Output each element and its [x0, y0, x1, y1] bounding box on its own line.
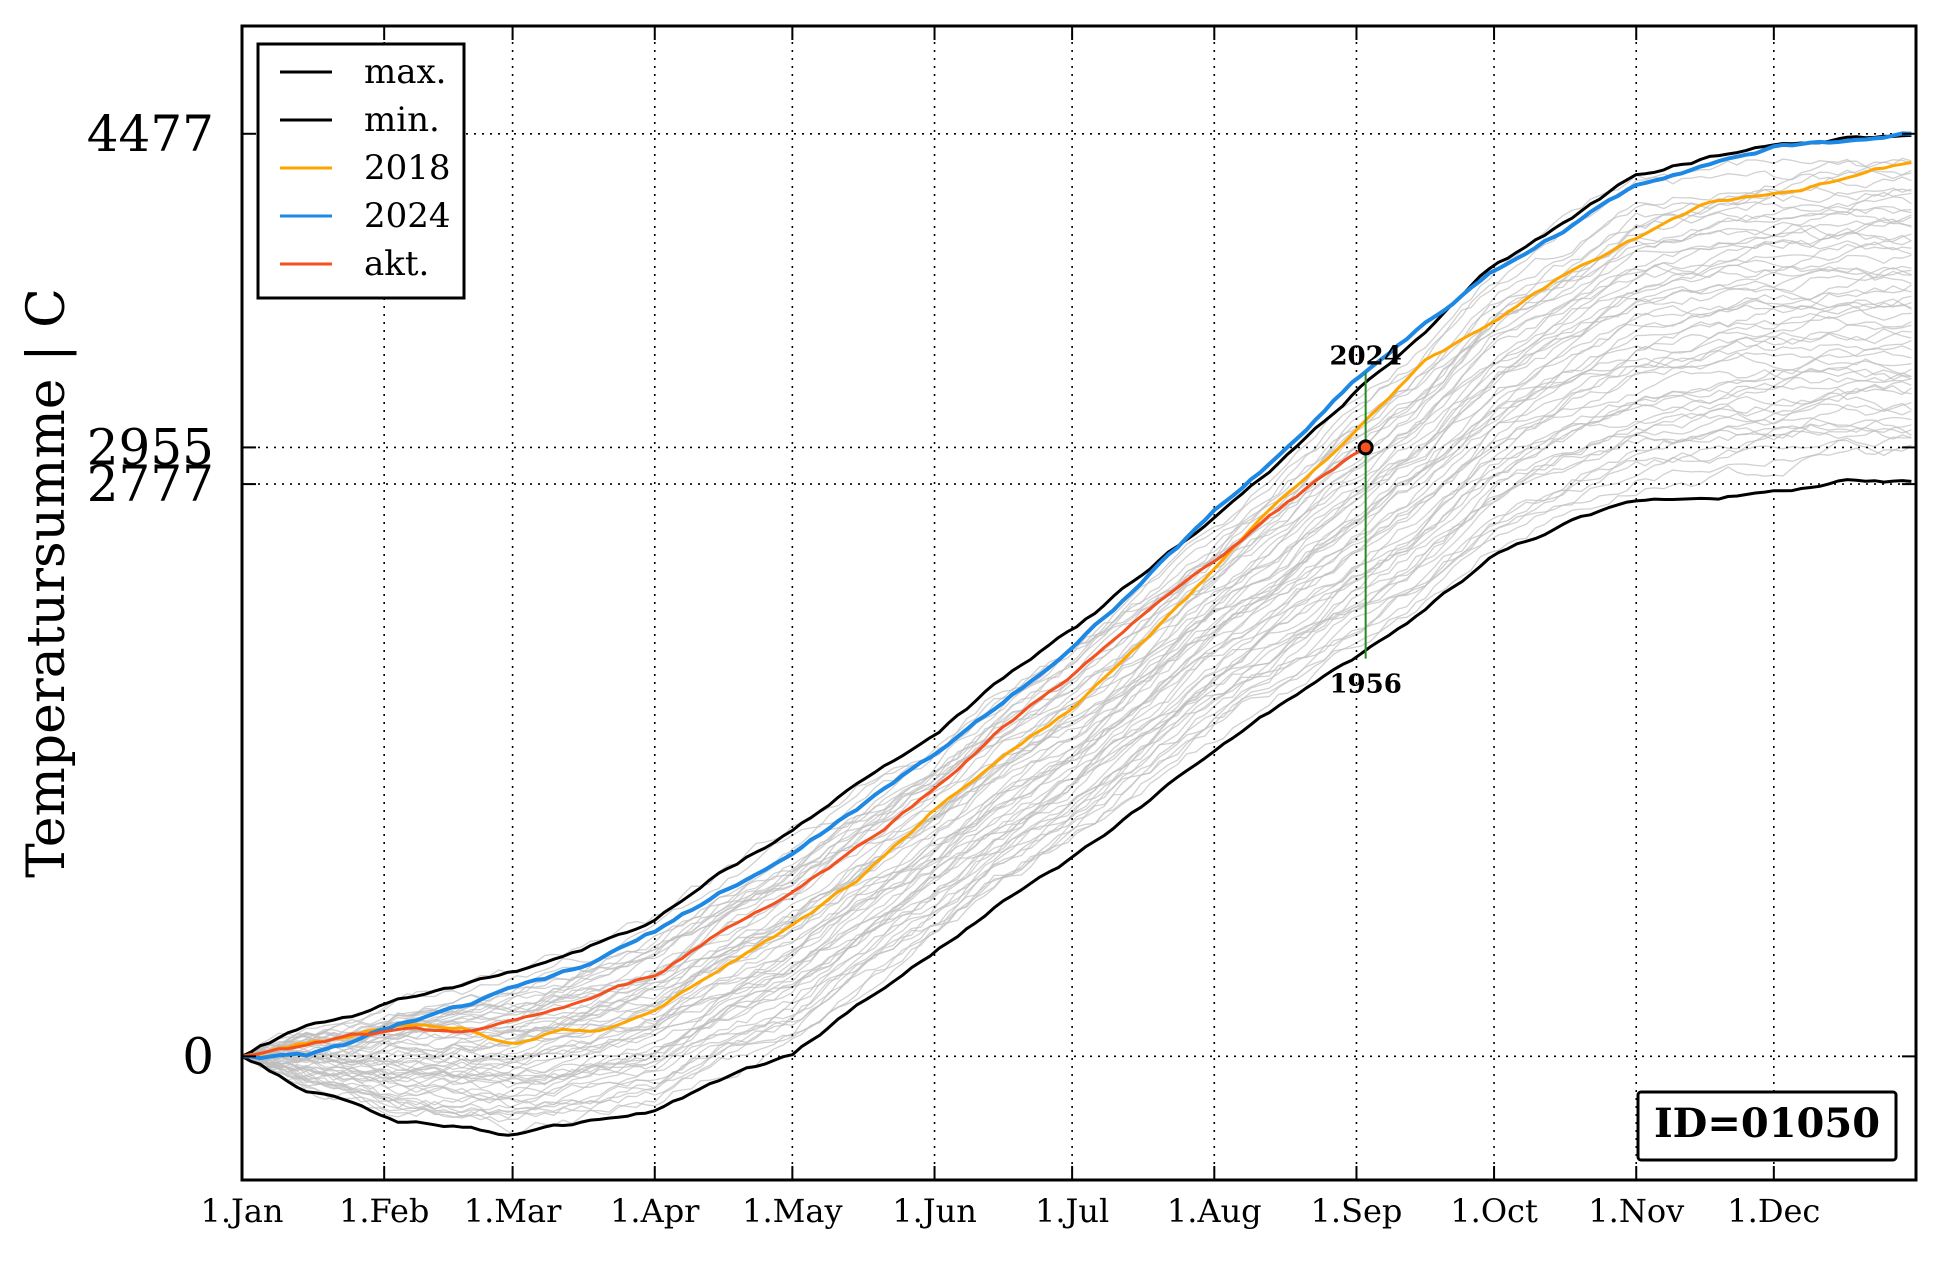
- history-year-line: [241, 285, 1912, 1072]
- id-label: ID=01050: [1654, 1100, 1880, 1147]
- history-year-line: [241, 324, 1912, 1064]
- legend-label-min: min.: [364, 100, 440, 140]
- history-year-line: [241, 298, 1912, 1070]
- history-year-line: [241, 265, 1912, 1065]
- y-tick-label: 2777: [87, 455, 214, 513]
- history-year-line: [242, 267, 1912, 1071]
- series-line-2018: [241, 160, 1912, 1058]
- history-year-line: [241, 436, 1912, 1111]
- series-line-max: [241, 133, 1912, 1058]
- history-year-line: [241, 241, 1912, 1061]
- legend-label-max: max.: [364, 52, 447, 92]
- history-year-line: [241, 392, 1912, 1118]
- history-year-line: [241, 187, 1912, 1058]
- history-year-line: [241, 330, 1912, 1070]
- x-tick-label: 1.Aug: [1167, 1192, 1262, 1230]
- x-tick-label: 1.May: [742, 1192, 842, 1230]
- y-tick-label: 2955: [87, 418, 214, 476]
- history-year-line: [241, 160, 1912, 1058]
- history-year-line: [241, 387, 1912, 1083]
- history-lines: [241, 157, 1912, 1136]
- x-tick-labels: 1.Jan 1.Feb 1.Mar 1.Apr 1.May 1.Jun 1.Jul 1.Aug…: [200, 1192, 1820, 1230]
- legend-box: [256, 42, 466, 300]
- legend-label-2018: 2018: [364, 148, 451, 188]
- series-line-2024: [242, 131, 1912, 1061]
- history-year-line: [241, 351, 1912, 1103]
- history-year-line: [241, 284, 1912, 1062]
- plot-frame: [240, 24, 1918, 1182]
- annotation-lower-year: 1956: [1329, 670, 1401, 700]
- x-tick-marks: [241, 26, 1775, 1180]
- history-year-line: [241, 265, 1912, 1058]
- id-box-frame: [1636, 1090, 1898, 1162]
- history-year-line: [241, 295, 1912, 1063]
- x-tick-label: 1.Sep: [1311, 1192, 1403, 1230]
- legend: max. min. 2018 2024 akt.: [256, 42, 466, 300]
- annotation-upper-year: 2024: [1329, 341, 1401, 371]
- y-tick-marks: [242, 132, 1916, 1058]
- current-point: [1357, 439, 1374, 456]
- history-year-line: [241, 204, 1912, 1058]
- y-axis-label: Temperatursumme | C: [17, 288, 77, 878]
- series-lines: [241, 131, 1912, 1137]
- history-year-line: [241, 384, 1912, 1090]
- x-tick-label: 1.Nov: [1588, 1192, 1684, 1230]
- history-year-line: [241, 169, 1912, 1058]
- history-year-line: [241, 426, 1912, 1118]
- history-year-line: [241, 328, 1912, 1081]
- history-year-line: [241, 158, 1912, 1058]
- y-tick-label: 4477: [87, 105, 214, 163]
- x-tick-label: 1.Jul: [1035, 1192, 1109, 1230]
- history-year-line: [241, 218, 1912, 1058]
- x-tick-label: 1.Jun: [892, 1192, 977, 1230]
- history-year-line: [241, 427, 1912, 1103]
- history-year-line: [241, 209, 1912, 1058]
- history-year-line: [241, 239, 1912, 1058]
- history-year-line: [241, 416, 1912, 1110]
- x-tick-label: 1.Apr: [610, 1192, 700, 1230]
- x-tick-label: 1.Dec: [1727, 1192, 1820, 1230]
- id-box: ID=01050: [1636, 1090, 1898, 1162]
- history-year-line: [241, 303, 1912, 1066]
- history-year-line: [241, 445, 1912, 1119]
- x-tick-label: 1.Feb: [339, 1192, 429, 1230]
- history-year-line: [241, 188, 1912, 1058]
- y-tick-label: 0: [182, 1027, 214, 1085]
- history-year-line: [241, 267, 1912, 1058]
- history-year-line: [241, 348, 1912, 1071]
- legend-label-2024: 2024: [364, 196, 451, 236]
- history-year-line: [241, 402, 1912, 1088]
- history-year-line: [241, 316, 1912, 1082]
- history-year-line: [241, 221, 1912, 1058]
- x-tick-label: 1.Jan: [200, 1192, 283, 1230]
- history-year-line: [241, 254, 1912, 1065]
- x-tick-label: 1.Oct: [1450, 1192, 1538, 1230]
- current-marker: 2024 1956: [1329, 341, 1401, 699]
- series-line-min: [241, 478, 1912, 1137]
- series-line-akt: [241, 448, 1362, 1058]
- legend-label-akt: akt.: [364, 244, 429, 284]
- history-year-line: [241, 372, 1912, 1082]
- history-year-line: [241, 216, 1912, 1058]
- history-year-line: [241, 402, 1912, 1120]
- history-year-line: [241, 264, 1912, 1065]
- history-year-line: [241, 207, 1912, 1063]
- history-year-line: [241, 368, 1912, 1099]
- x-tick-label: 1.Mar: [464, 1192, 562, 1230]
- history-year-line: [241, 343, 1912, 1094]
- history-year-line: [241, 439, 1912, 1123]
